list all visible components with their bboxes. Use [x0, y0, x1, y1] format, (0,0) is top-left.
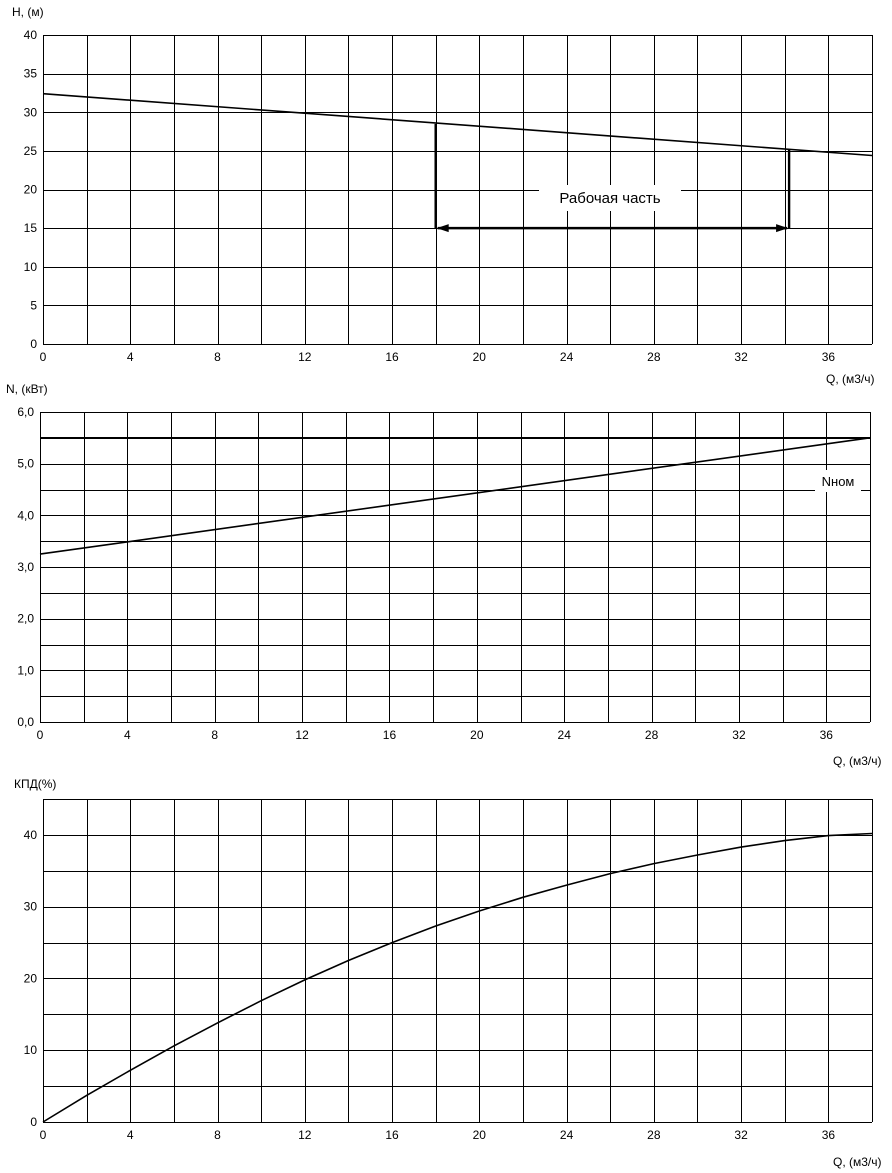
x-tick-label: 24: [558, 728, 572, 742]
y-axis-label: H, (м): [12, 5, 44, 19]
y-tick-label: 30: [24, 105, 38, 119]
x-axis-label: Q, (м3/ч): [833, 1155, 882, 1169]
y-tick-label: 6,0: [17, 405, 34, 419]
x-tick-label: 32: [734, 350, 748, 364]
x-tick-label: 12: [295, 728, 309, 742]
x-tick-label: 4: [127, 1128, 134, 1142]
x-tick-label: 32: [734, 1128, 748, 1142]
y-tick-label: 2,0: [17, 612, 34, 626]
annotation-label: Nном: [822, 474, 855, 489]
x-tick-label: 36: [820, 728, 834, 742]
y-tick-label: 35: [24, 67, 38, 81]
y-tick-label: 20: [24, 971, 38, 985]
x-tick-label: 24: [560, 1128, 574, 1142]
annotation-background: [539, 185, 681, 211]
x-tick-label: 28: [647, 350, 661, 364]
arrow-head-right: [776, 224, 789, 233]
x-axis-label: Q, (м3/ч): [833, 754, 882, 768]
series-line-0: [42, 92, 873, 157]
y-axis-label: N, (кВт): [6, 382, 48, 396]
x-tick-label: 16: [385, 1128, 399, 1142]
x-tick-label: 36: [822, 1128, 836, 1142]
x-tick-label: 20: [473, 1128, 487, 1142]
y-tick-label: 3,0: [17, 560, 34, 574]
y-tick-label: 0,0: [17, 715, 34, 729]
y-tick-label: 15: [24, 221, 38, 235]
x-tick-label: 28: [647, 1128, 661, 1142]
x-tick-label: 28: [645, 728, 659, 742]
y-tick-label: 5,0: [17, 457, 34, 471]
annotation-label: Рабочая часть: [559, 190, 660, 207]
x-axis-label: Q, (м3/ч): [826, 372, 875, 386]
x-tick-label: 20: [473, 350, 487, 364]
x-tick-label: 12: [298, 1128, 312, 1142]
x-tick-label: 8: [214, 1128, 221, 1142]
head-chart: 0 4 8 12 16 20 24 28 32 36 0 5 10 15 20 25 30 35 40 H, (м) Q…: [12, 5, 875, 386]
x-tick-label: 32: [732, 728, 746, 742]
x-tick-label: 24: [560, 350, 574, 364]
annotation-background: [815, 470, 861, 492]
y-axis-label: КПД(%): [14, 777, 56, 791]
series-line-0: [42, 832, 873, 1123]
y-tick-label: 10: [24, 260, 38, 274]
y-tick-label: 40: [24, 28, 38, 42]
efficiency-chart: 0 4 8 12 16 20 24 28 32 36 0 10 20 30 40 КПД(%) Q, (м3/ч…: [14, 777, 882, 1169]
x-tick-label: 0: [37, 728, 44, 742]
power-chart: 0 4 8 12 16 20 24 28 32 36 0,0 1,0 2,0 3,0 4,0 5,0 6,0 N,…: [6, 382, 882, 768]
x-tick-label: 0: [40, 1128, 47, 1142]
y-tick-label: 25: [24, 144, 38, 158]
y-tick-label: 10: [24, 1043, 38, 1057]
x-tick-label: 0: [40, 350, 47, 364]
y-tick-label: 0: [30, 337, 37, 351]
x-tick-label: 36: [822, 350, 836, 364]
y-tick-label: 4,0: [17, 508, 34, 522]
x-tick-label: 4: [127, 350, 134, 364]
series-line-0: [39, 437, 871, 555]
y-tick-label: 0: [30, 1115, 37, 1129]
x-tick-label: 8: [211, 728, 218, 742]
y-tick-label: 40: [24, 828, 38, 842]
x-tick-label: 20: [470, 728, 484, 742]
x-tick-label: 16: [383, 728, 397, 742]
x-tick-label: 4: [124, 728, 131, 742]
y-tick-label: 1,0: [17, 663, 34, 677]
x-tick-label: 12: [298, 350, 312, 364]
arrow-head-left: [436, 224, 449, 233]
x-tick-label: 16: [385, 350, 399, 364]
y-tick-label: 30: [24, 900, 38, 914]
y-tick-label: 20: [24, 183, 38, 197]
x-tick-label: 8: [214, 350, 221, 364]
y-tick-label: 5: [30, 298, 37, 312]
